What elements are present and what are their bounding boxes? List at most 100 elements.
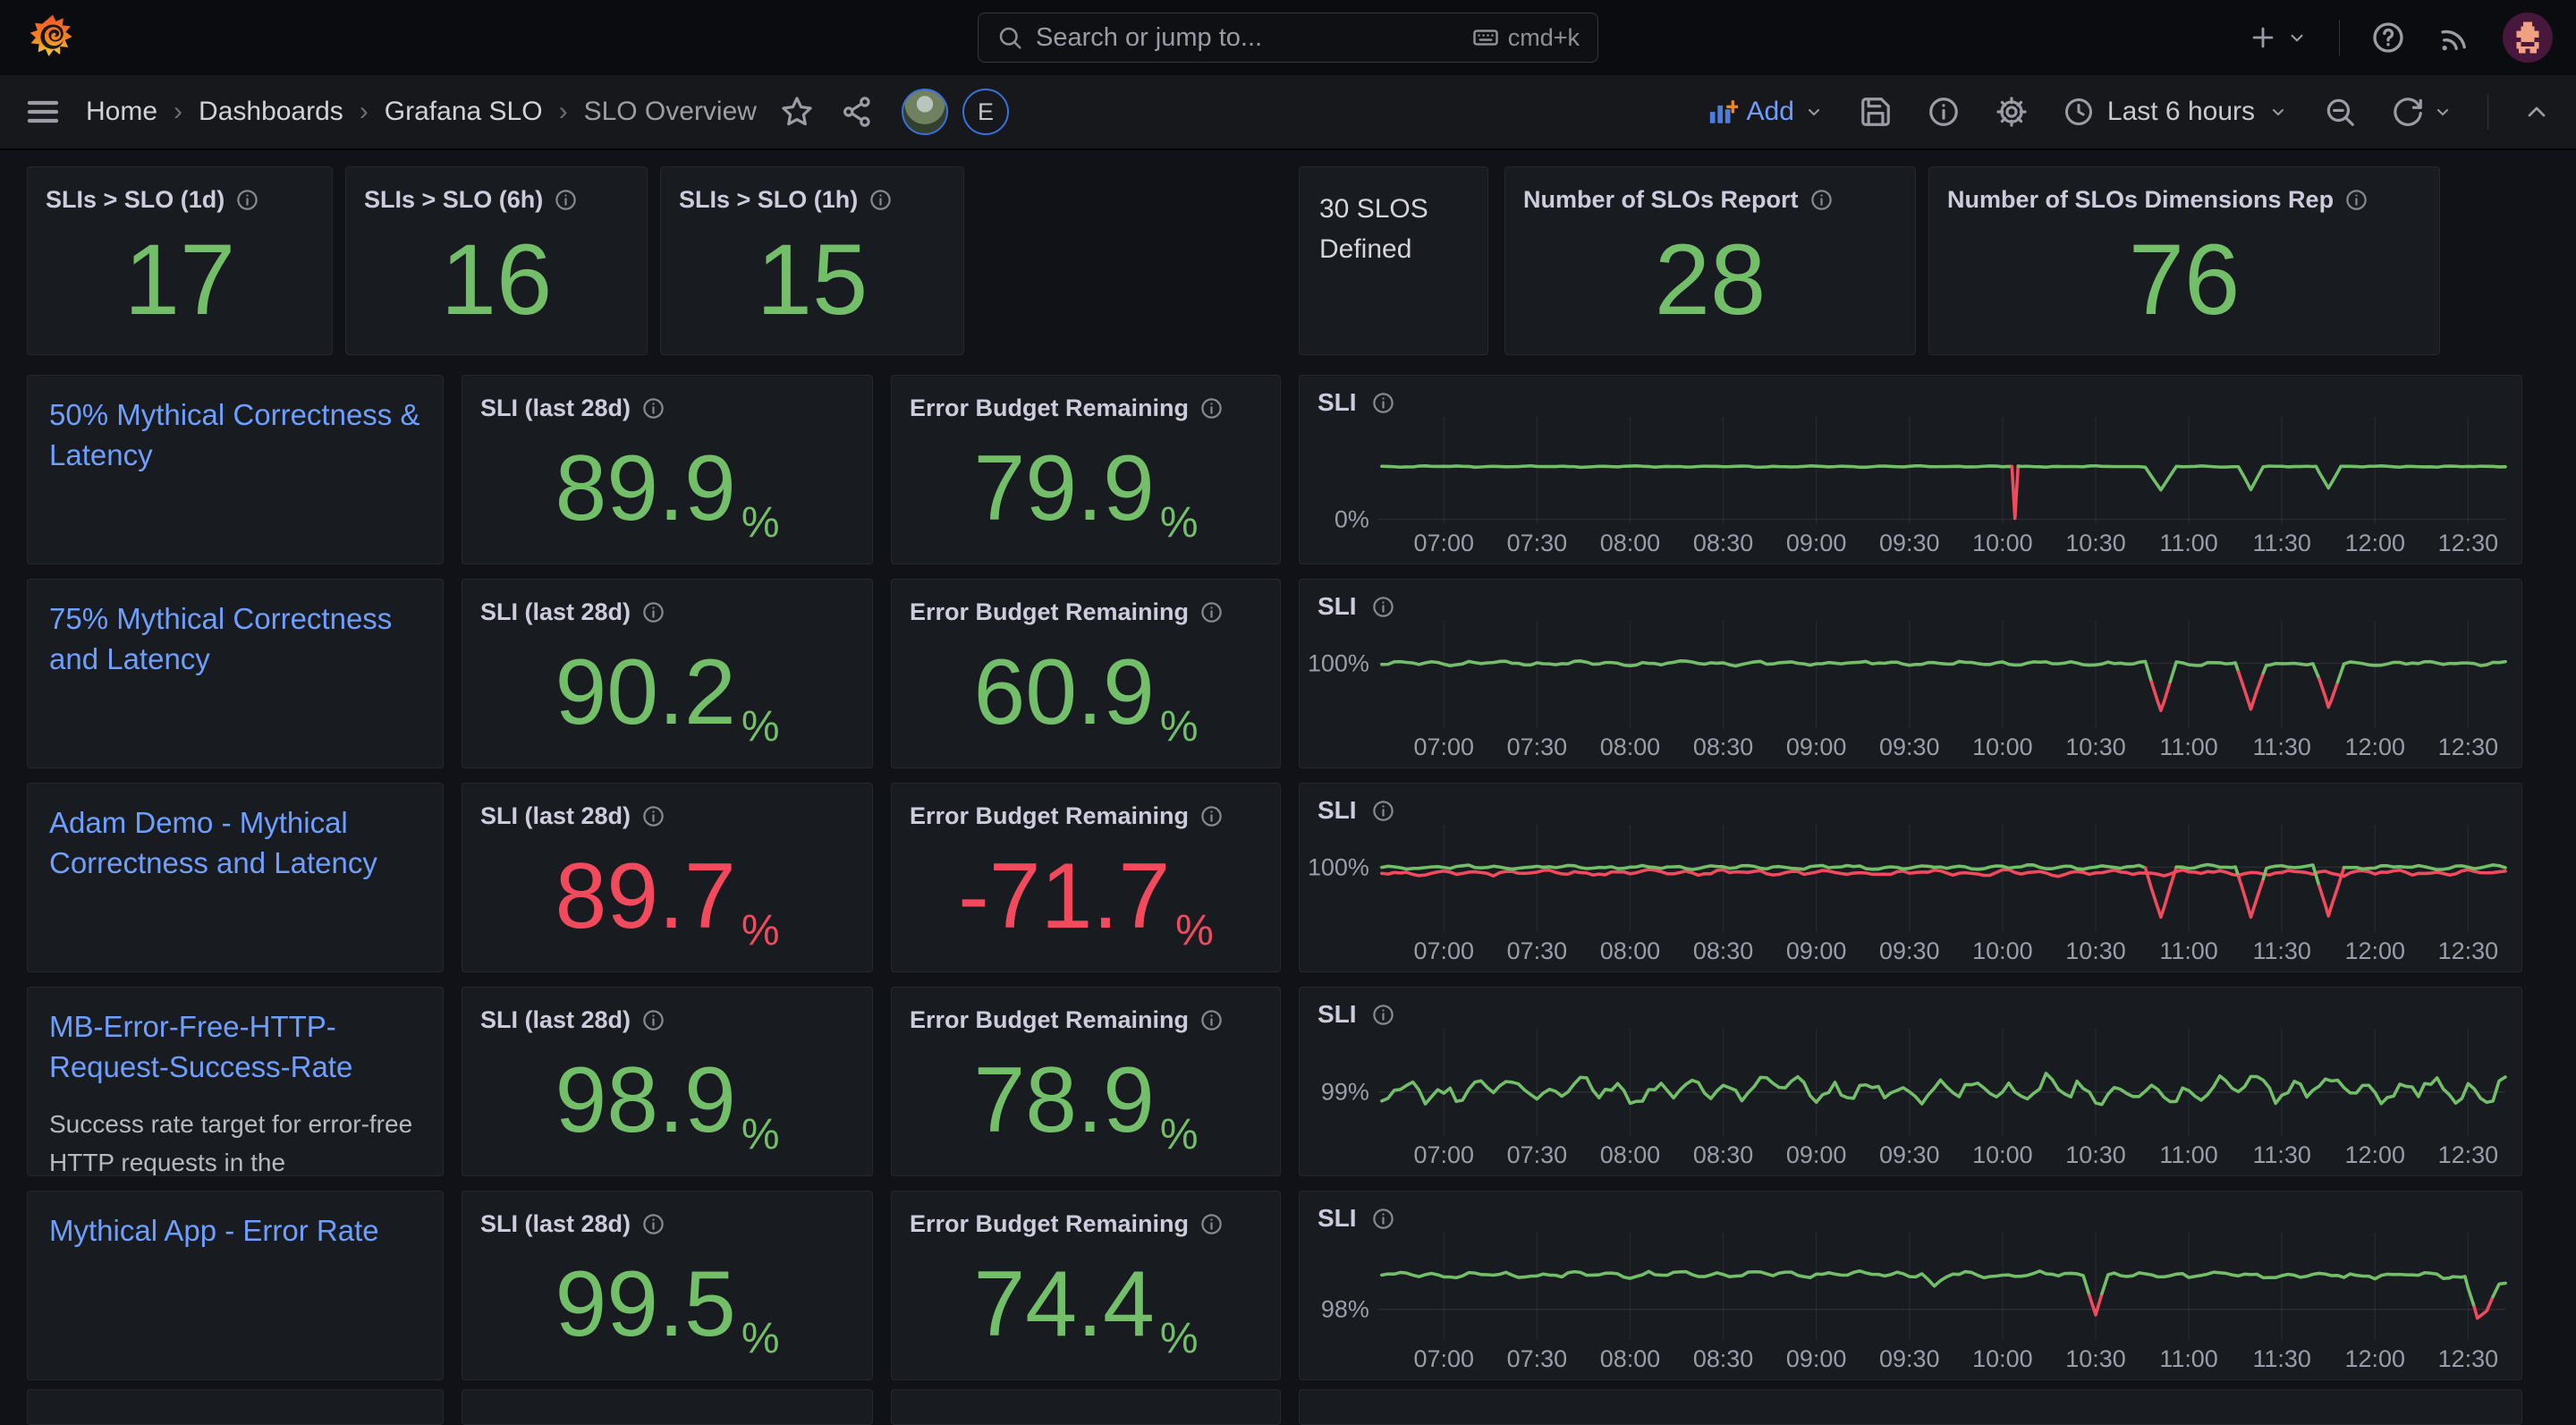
clipped-next-row-panel: [891, 1389, 1281, 1425]
save-dashboard-button[interactable]: [1859, 95, 1893, 129]
svg-text:10:30: 10:30: [2065, 734, 2125, 760]
share-icon: [841, 95, 875, 129]
panel-title: Error Budget Remaining: [910, 1006, 1189, 1034]
sli-timeseries-panel: SLI 07:0007:3008:0008:3009:0009:3010:001…: [1299, 579, 2522, 768]
panel-info-icon[interactable]: [1199, 396, 1224, 420]
panel-info-icon[interactable]: [235, 188, 259, 212]
panel-info-icon[interactable]: [554, 188, 578, 212]
panel-title: SLIs > SLO (1d): [46, 186, 225, 214]
panel-info-icon[interactable]: [1371, 595, 1395, 619]
sli-stat-panel: SLI (last 28d) 89.9 %: [462, 375, 873, 564]
refresh-button[interactable]: [2391, 95, 2453, 129]
mega-menu-button[interactable]: [25, 94, 61, 130]
panel-info-icon[interactable]: [1371, 391, 1395, 415]
viewer-avatar-photo[interactable]: [902, 89, 948, 135]
panel-info-icon[interactable]: [641, 600, 665, 624]
zoom-out-icon: [2323, 95, 2357, 129]
panel-info-icon[interactable]: [1199, 804, 1224, 828]
sli-timeseries-chart[interactable]: 07:0007:3008:0008:3009:0009:3010:0010:30…: [1300, 784, 2521, 971]
sli-timeseries-chart[interactable]: 07:0007:3008:0008:3009:0009:3010:0010:30…: [1300, 376, 2521, 564]
text-line: 30 SLOS: [1319, 189, 1468, 229]
time-range-picker[interactable]: Last 6 hours: [2063, 96, 2289, 128]
breadcrumb-home[interactable]: Home: [86, 97, 157, 127]
sli-timeseries-chart[interactable]: 07:0007:3008:0008:3009:0009:3010:0010:30…: [1300, 988, 2521, 1175]
add-panel-icon: [1707, 97, 1738, 127]
dashboard-settings-button[interactable]: [1995, 95, 2029, 129]
panel-info-icon[interactable]: [641, 1008, 665, 1032]
panel-info-icon[interactable]: [1371, 1003, 1395, 1027]
slo-dashboard-link[interactable]: Adam Demo - Mythical Correctness and Lat…: [49, 803, 421, 883]
panel-info-icon[interactable]: [869, 188, 893, 212]
stat-panel-slis-slo-1d: SLIs > SLO (1d) 17: [27, 166, 333, 355]
panel-info-icon[interactable]: [1809, 188, 1834, 212]
sli-timeseries-chart[interactable]: 07:0007:3008:0008:3009:0009:3010:0010:30…: [1300, 1192, 2521, 1379]
user-avatar[interactable]: [2503, 13, 2553, 63]
breadcrumb-dashboards[interactable]: Dashboards: [199, 97, 343, 127]
svg-text:07:30: 07:30: [1507, 1345, 1567, 1372]
error-budget-stat-panel: Error Budget Remaining 60.9 %: [891, 579, 1281, 768]
panel-title: SLI: [1318, 592, 1357, 621]
info-circle-icon: [1927, 95, 1961, 129]
add-panel-button[interactable]: Add: [1707, 97, 1825, 127]
panel-info-icon[interactable]: [1199, 600, 1224, 624]
viewer-avatar-initial[interactable]: E: [962, 89, 1009, 135]
chevron-down-icon: [2267, 101, 2289, 123]
slo-dashboard-link[interactable]: 50% Mythical Correctness & Latency: [49, 395, 421, 475]
search-shortcut: cmd+k: [1472, 24, 1580, 52]
pixel-avatar-icon: [2510, 20, 2546, 55]
slo-dashboard-link[interactable]: 75% Mythical Correctness and Latency: [49, 599, 421, 679]
panel-title: Error Budget Remaining: [910, 394, 1189, 422]
panel-info-icon[interactable]: [641, 804, 665, 828]
svg-text:09:30: 09:30: [1879, 1345, 1939, 1372]
chevron-up-icon: [2522, 98, 2551, 126]
slo-dashboard-link[interactable]: Mythical App - Error Rate: [49, 1211, 421, 1251]
panel-info-icon[interactable]: [1371, 799, 1395, 823]
breadcrumb-folder[interactable]: Grafana SLO: [385, 97, 543, 127]
panel-title: SLI: [1318, 796, 1357, 825]
svg-text:07:00: 07:00: [1414, 1141, 1474, 1168]
panel-info-icon[interactable]: [2344, 188, 2368, 212]
svg-text:11:30: 11:30: [2252, 530, 2310, 556]
sli-value: 90.2: [555, 646, 735, 739]
text-panel-slos-defined: 30 SLOS Defined: [1299, 166, 1488, 355]
svg-text:100%: 100%: [1308, 853, 1369, 880]
breadcrumb-separator: ›: [360, 97, 369, 127]
news-button[interactable]: [2436, 20, 2472, 55]
help-button[interactable]: [2370, 20, 2406, 55]
chevron-down-icon: [1803, 101, 1825, 123]
panel-title: SLI (last 28d): [480, 1006, 631, 1034]
dashboard-insights-button[interactable]: [1927, 95, 1961, 129]
panel-info-icon[interactable]: [641, 1212, 665, 1236]
sli-timeseries-chart[interactable]: 07:0007:3008:0008:3009:0009:3010:0010:30…: [1300, 580, 2521, 768]
error-budget-stat-panel: Error Budget Remaining 74.4 %: [891, 1191, 1281, 1380]
save-icon: [1859, 95, 1893, 129]
zoom-out-time-button[interactable]: [2323, 95, 2357, 129]
svg-text:08:00: 08:00: [1600, 530, 1660, 556]
sli-timeseries-panel: SLI 07:0007:3008:0008:3009:0009:3010:001…: [1299, 987, 2522, 1176]
slo-dashboard-link[interactable]: MB-Error-Free-HTTP-Request-Success-Rate: [49, 1007, 421, 1087]
panel-title: Error Budget Remaining: [910, 802, 1189, 830]
favorite-button[interactable]: [780, 95, 814, 129]
stat-value: 76: [2129, 230, 2241, 330]
grafana-logo[interactable]: [27, 12, 79, 64]
panel-title: SLIs > SLO (1h): [679, 186, 858, 214]
panel-info-icon[interactable]: [1199, 1008, 1224, 1032]
error-budget-stat-panel: Error Budget Remaining -71.7 %: [891, 783, 1281, 972]
svg-text:08:30: 08:30: [1693, 1345, 1753, 1372]
refresh-icon: [2391, 95, 2425, 129]
panel-info-icon[interactable]: [1199, 1212, 1224, 1236]
breadcrumb-separator: ›: [174, 97, 182, 127]
share-button[interactable]: [841, 95, 875, 129]
error-budget-value: 79.9: [973, 442, 1154, 535]
breadcrumb: Home › Dashboards › Grafana SLO › SLO Ov…: [86, 97, 757, 127]
panel-info-icon[interactable]: [1371, 1207, 1395, 1231]
svg-text:12:00: 12:00: [2345, 1141, 2405, 1168]
global-search-input[interactable]: Search or jump to... cmd+k: [978, 13, 1598, 63]
slo-link-panel: 50% Mythical Correctness & Latency: [27, 375, 444, 564]
new-menu-button[interactable]: [2248, 22, 2309, 53]
collapse-toolbar-button[interactable]: [2522, 98, 2551, 126]
error-budget-value: -71.7: [958, 850, 1170, 943]
svg-text:07:00: 07:00: [1414, 1345, 1474, 1372]
panel-info-icon[interactable]: [641, 396, 665, 420]
add-label: Add: [1747, 97, 1794, 127]
